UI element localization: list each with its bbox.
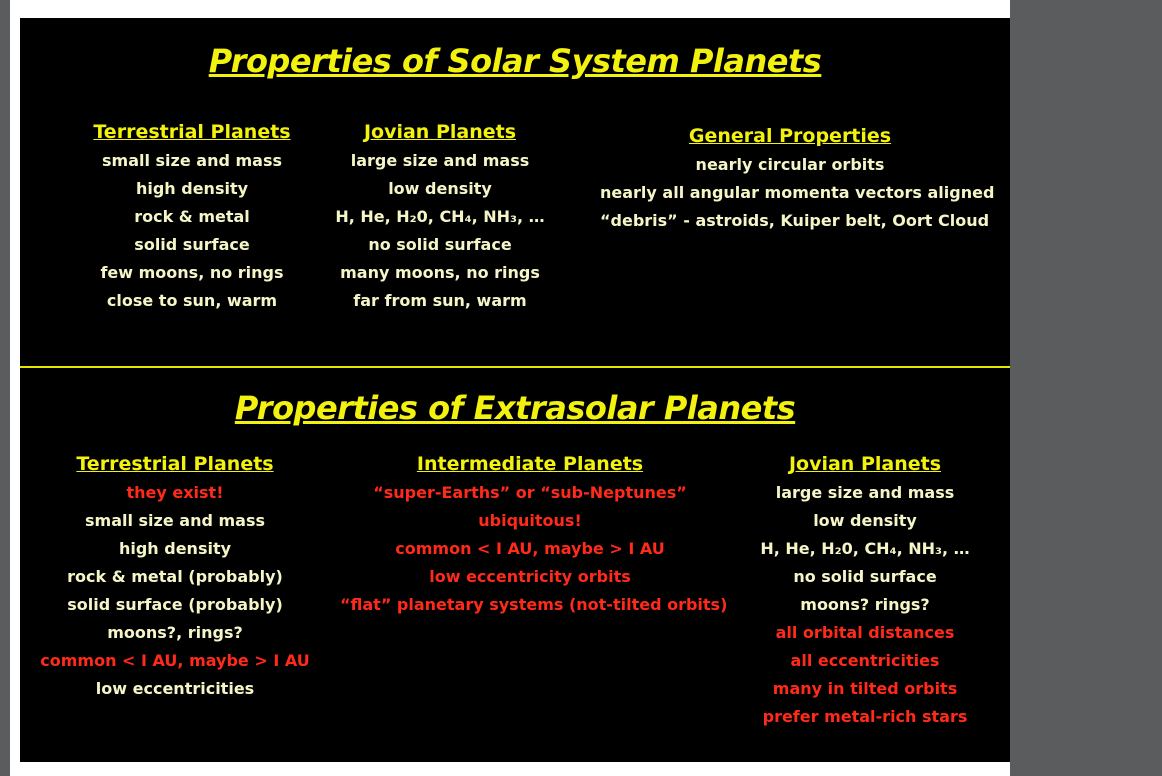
list-item: small size and mass [85, 511, 265, 530]
extrasolar-jovian-column: Jovian Planets large size and mass low d… [740, 450, 990, 731]
list-item: rock & metal [134, 207, 250, 226]
viewer-background [1010, 0, 1162, 776]
extrasolar-terrestrial-column: Terrestrial Planets they exist! small si… [30, 450, 320, 703]
list-item: common < I AU, maybe > I AU [40, 651, 310, 670]
solar-terrestrial-column: Terrestrial Planets small size and mass … [92, 118, 292, 315]
list-item: prefer metal-rich stars [762, 707, 968, 726]
list-item: low eccentricity orbits [429, 567, 631, 586]
solar-general-column: General Properties nearly circular orbit… [600, 122, 995, 235]
list-item: low density [813, 511, 917, 530]
list-item: no solid surface [368, 235, 512, 254]
extrasolar-jovian-heading: Jovian Planets [788, 453, 942, 475]
section-divider [20, 366, 1010, 368]
list-item: H, He, H₂0, CH₄, NH₃, … [335, 207, 545, 226]
list-item: “super-Earths” or “sub-Neptunes” [373, 483, 687, 502]
list-item: small size and mass [102, 151, 282, 170]
list-item: many in tilted orbits [772, 679, 958, 698]
list-item: all orbital distances [775, 623, 955, 642]
list-item: moons?, rings? [107, 623, 243, 642]
list-item: high density [118, 539, 232, 558]
slide: Properties of Solar System Planets Terre… [20, 18, 1010, 762]
extrasolar-intermediate-heading: Intermediate Planets [416, 453, 644, 475]
list-item: no solid surface [793, 567, 937, 586]
list-item: moons? rings? [800, 595, 930, 614]
list-item: solid surface (probably) [67, 595, 283, 614]
solar-jovian-column: Jovian Planets large size and mass low d… [320, 118, 560, 315]
solar-general-heading: General Properties [688, 125, 892, 147]
list-item: H, He, H₂0, CH₄, NH₃, … [760, 539, 970, 558]
extrasolar-intermediate-column: Intermediate Planets “super-Earths” or “… [340, 450, 728, 619]
list-item: “flat” planetary systems (not-tilted orb… [340, 595, 728, 614]
list-item: they exist! [126, 483, 224, 502]
list-item: large size and mass [775, 483, 955, 502]
list-item: close to sun, warm [106, 291, 278, 310]
extrasolar-title: Properties of Extrasolar Planets [234, 389, 796, 427]
list-item: common < I AU, maybe > I AU [395, 539, 665, 558]
list-item: ubiquitous! [478, 511, 582, 530]
list-item: low density [388, 179, 492, 198]
list-item: low eccentricities [95, 679, 255, 698]
list-item: all eccentricities [790, 651, 940, 670]
list-item: large size and mass [350, 151, 530, 170]
solar-title: Properties of Solar System Planets [208, 42, 822, 80]
list-item: many moons, no rings [340, 263, 540, 282]
solar-terrestrial-heading: Terrestrial Planets [93, 121, 291, 143]
list-item: far from sun, warm [353, 291, 527, 310]
list-item: nearly all angular momenta vectors align… [600, 183, 995, 202]
extrasolar-terrestrial-heading: Terrestrial Planets [76, 453, 274, 475]
list-item: “debris” - astroids, Kuiper belt, Oort C… [600, 211, 990, 230]
list-item: solid surface [134, 235, 250, 254]
solar-jovian-heading: Jovian Planets [363, 121, 517, 143]
list-item: nearly circular orbits [695, 155, 885, 174]
list-item: rock & metal (probably) [67, 567, 283, 586]
list-item: few moons, no rings [100, 263, 284, 282]
list-item: high density [135, 179, 249, 198]
